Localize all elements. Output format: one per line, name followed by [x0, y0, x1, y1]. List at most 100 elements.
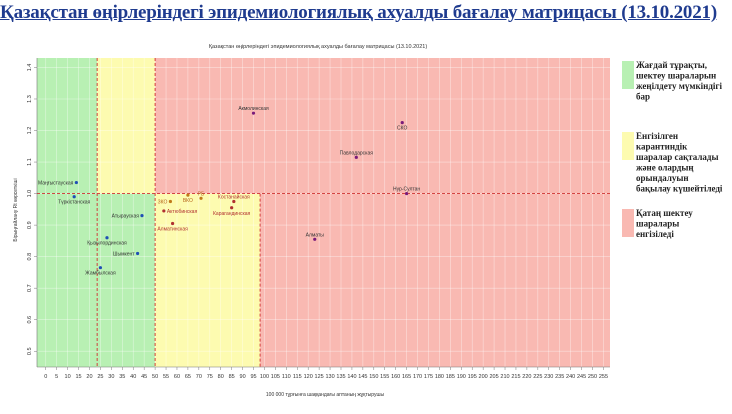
legend-swatch-1 [622, 132, 634, 160]
x-tick-label: 255 [599, 374, 608, 380]
legend-text-line: карантиндік [636, 142, 688, 152]
x-tick-label: 175 [424, 374, 433, 380]
x-tick-label: 220 [522, 374, 531, 380]
threshold-lines-layer [37, 58, 610, 367]
x-tick-label: 135 [336, 374, 345, 380]
x-tick-label: 50 [152, 374, 158, 380]
data-point [405, 191, 409, 196]
x-tick-label: 110 [282, 374, 291, 380]
x-tick-label: 150 [369, 374, 378, 380]
point-label: Маңғыстауская [38, 181, 74, 187]
legend-layer: Жағдай тұрақты,шектеу шараларынжеңілдету… [622, 60, 723, 239]
y-tick-label: 1.3 [27, 95, 33, 103]
axes-layer: 0 5 10 15 20 25 30 35 40 45 50 55 60 65 70 75 80 85 90 95 10… [27, 58, 610, 380]
x-tick-label: 120 [304, 374, 313, 380]
data-point [98, 266, 103, 270]
legend-text-line: Қатаң шектеу [636, 208, 693, 218]
zone-yellow-2 [97, 58, 156, 194]
x-tick-label: 155 [380, 374, 389, 380]
x-tick-label: 230 [544, 374, 553, 380]
grid-layer [37, 58, 610, 367]
x-tick-label: 200 [479, 374, 488, 380]
legend-text-line: орындалуын [636, 173, 689, 183]
data-point [400, 121, 404, 125]
point-label: Акмолинская [238, 106, 269, 112]
x-tick-label: 60 [174, 374, 180, 380]
x-tick-label: 25 [97, 374, 103, 380]
legend-text-line: Енгізілген [636, 131, 678, 141]
legend-text-line: шаралары [636, 219, 679, 229]
data-point [105, 236, 109, 240]
data-point [354, 155, 358, 159]
point-label: Алматинская [157, 227, 188, 233]
data-point [230, 206, 234, 210]
x-tick-label: 245 [577, 374, 586, 380]
data-point [313, 237, 317, 241]
zone-green-1 [37, 58, 98, 194]
x-tick-label: 90 [240, 374, 246, 380]
y-tick-label: 0.9 [27, 221, 33, 229]
data-point [232, 199, 236, 204]
data-point [168, 199, 173, 204]
legend-text-line: шаралар сақталады [636, 152, 719, 162]
y-axis-label: Бірыңғайлану Rt көрсеткіші [12, 178, 19, 241]
legend-text-line: және олардың [636, 163, 694, 173]
x-tick-label: 195 [468, 374, 477, 380]
y-tick-label: 0.5 [27, 347, 33, 355]
chart-title: Қазақстан өңірлеріндегі эпидемиологиялық… [209, 44, 427, 50]
risk-matrix-chart: Қазақстан өңірлеріндегі эпидемиологиялық… [12, 44, 723, 398]
x-tick-label: 115 [293, 374, 302, 380]
point-label: СКО [397, 126, 407, 132]
x-tick-label: 65 [185, 374, 191, 380]
zone-red-5 [260, 193, 610, 367]
data-point [186, 193, 190, 197]
data-point [136, 251, 140, 256]
data-point [72, 195, 76, 199]
legend-text-line: шектеу шараларын [636, 71, 716, 81]
x-tick-label: 75 [207, 374, 213, 380]
x-tick-label: 225 [533, 374, 542, 380]
x-tick-label: 10 [65, 374, 71, 380]
x-tick-label: 165 [402, 374, 411, 380]
data-point [162, 209, 166, 213]
x-tick-label: 215 [511, 374, 520, 380]
x-tick-label: 240 [566, 374, 575, 380]
x-tick-label: 140 [347, 374, 356, 380]
legend-text-line: Жағдай тұрақты, [636, 60, 707, 70]
data-point [74, 180, 78, 185]
x-tick-label: 190 [457, 374, 466, 380]
point-label: Атырауская [112, 214, 140, 220]
x-tick-label: 95 [250, 374, 256, 380]
y-tick-label: 0.7 [27, 284, 33, 292]
point-label: Қызылординская [87, 241, 127, 247]
point-label: Алматы [306, 232, 325, 238]
chart-container: Қазақстан өңірлеріндегі эпидемиологиялық… [0, 34, 732, 409]
point-label: Шымкент [113, 251, 135, 257]
points-layer: Маңғыстауская Түркістанская Атырауская Қызы… [38, 106, 420, 276]
legend-text-line: жеңілдету мүмкіндігі [636, 81, 723, 91]
x-tick-label: 40 [130, 374, 136, 380]
x-tick-label: 235 [555, 374, 564, 380]
x-tick-label: 30 [108, 374, 114, 380]
x-tick-label: 185 [446, 374, 455, 380]
x-tick-label: 5 [55, 374, 58, 380]
legend-text-line: енгізіледі [636, 229, 674, 239]
y-tick-label: 1.4 [27, 64, 33, 72]
x-tick-label: 80 [218, 374, 224, 380]
x-tick-label: 125 [315, 374, 324, 380]
x-tick-label: 35 [119, 374, 125, 380]
point-label: РБ [198, 191, 205, 197]
point-label: Павлодарская [340, 150, 374, 156]
x-tick-label: 105 [271, 374, 280, 380]
x-tick-label: 145 [358, 374, 367, 380]
x-tick-label: 100 [260, 374, 269, 380]
x-tick-label: 0 [44, 374, 47, 380]
x-tick-label: 210 [500, 374, 509, 380]
legend-swatch-0 [622, 61, 634, 89]
zone-yellow-3 [155, 193, 261, 367]
point-label: Костанайская [218, 193, 250, 200]
point-label: Карагандинская [213, 211, 251, 217]
point-label: Жамбылская [85, 271, 116, 277]
y-tick-label: 1.2 [27, 127, 33, 135]
x-tick-label: 205 [489, 374, 498, 380]
